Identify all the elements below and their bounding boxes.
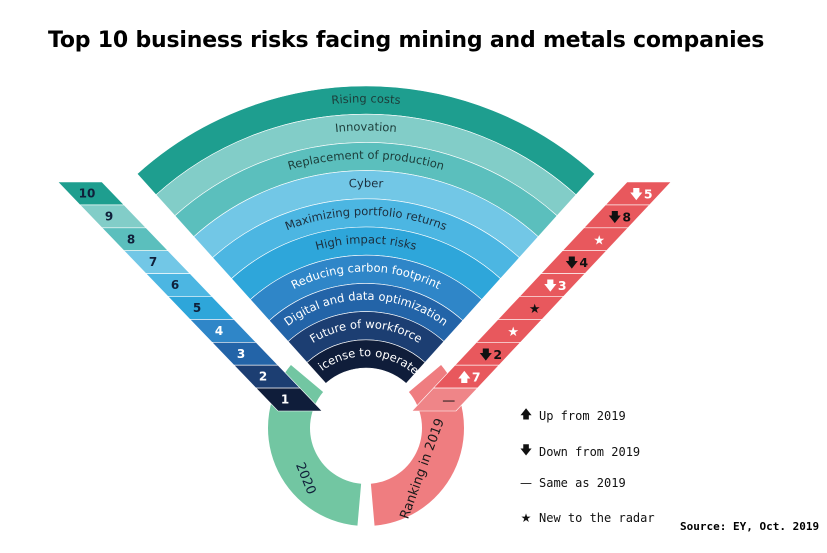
rank-2020-value: 9: [105, 209, 113, 223]
arrow-down-icon: 🡇: [608, 210, 621, 225]
rank-2020-cell: [255, 387, 323, 412]
dash-icon: —: [442, 394, 455, 409]
star-icon: ★: [507, 325, 519, 340]
legend-label: Up from 2019: [539, 408, 626, 423]
arrow-down-icon: 🡇: [519, 443, 533, 457]
rank-2020-value: 2: [259, 370, 267, 384]
rank-2020-value: 7: [149, 255, 157, 269]
legend-item-new: ★ New to the radar: [519, 511, 655, 525]
arrow-down-icon: 🡇: [630, 187, 643, 202]
rank-2019-value: 4: [579, 255, 588, 270]
dash-icon: —: [520, 476, 532, 490]
risk-label: Cyber: [348, 176, 383, 191]
page-title: Top 10 business risks facing mining and …: [48, 28, 765, 53]
rank-2019-value: 7: [472, 370, 481, 385]
star-icon: ★: [520, 511, 532, 525]
star-icon: ★: [593, 233, 605, 248]
legend-label: Down from 2019: [539, 444, 641, 459]
rank-2020-value: 4: [215, 324, 223, 338]
legend-item-up: 🡅 Up from 2019: [519, 405, 626, 426]
rank-2019-value: 8: [622, 209, 631, 224]
arrow-up-icon: 🡅: [519, 407, 533, 421]
source-note: Source: EY, Oct. 2019: [680, 520, 820, 533]
rank-2020-value: 6: [171, 278, 179, 292]
legend-label: New to the radar: [539, 511, 655, 525]
risk-label: High impact risks: [314, 232, 418, 253]
risk-ring: [306, 339, 426, 384]
legend-item-down: 🡇 Down from 2019: [519, 441, 640, 462]
rank-2020-value: 1: [281, 393, 289, 407]
rank-2020-value: 10: [79, 186, 96, 200]
star-icon: ★: [529, 302, 541, 317]
rank-2020-value: 5: [193, 301, 201, 315]
rank-2019-value: 5: [644, 186, 653, 201]
rank-2019-value: 3: [558, 278, 567, 293]
arrow-up-icon: 🡅: [458, 371, 471, 386]
arrow-down-icon: 🡇: [565, 256, 578, 271]
rank-2020-value: 8: [127, 232, 135, 246]
arrow-down-icon: 🡇: [479, 348, 492, 363]
arrow-down-icon: 🡇: [544, 279, 557, 294]
risk-label: Innovation: [334, 120, 397, 136]
legend-label: Same as 2019: [539, 476, 626, 490]
legend-item-same: — Same as 2019: [519, 476, 626, 490]
ranking-2019-band: 🡇 5🡇 8★🡇 4🡇 3★★🡇 2🡅 7—: [411, 181, 672, 412]
risk-label: Rising costs: [331, 91, 402, 107]
rank-2020-value: 3: [237, 347, 245, 361]
rank-2019-value: 2: [493, 347, 502, 362]
rank-2019-cell: [411, 387, 479, 412]
